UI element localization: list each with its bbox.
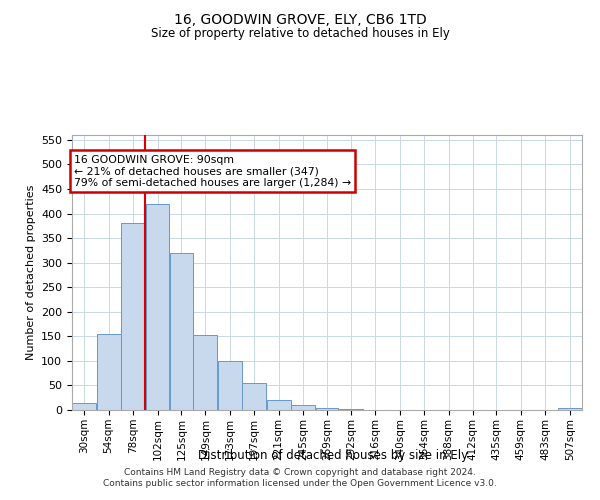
- Text: Contains HM Land Registry data © Crown copyright and database right 2024.
Contai: Contains HM Land Registry data © Crown c…: [103, 468, 497, 487]
- Bar: [121, 224, 145, 410]
- Bar: [339, 409, 363, 410]
- Y-axis label: Number of detached properties: Number of detached properties: [26, 185, 35, 360]
- Text: Distribution of detached houses by size in Ely: Distribution of detached houses by size …: [198, 448, 468, 462]
- Bar: [242, 383, 266, 410]
- Bar: [97, 334, 121, 410]
- Text: 16, GOODWIN GROVE, ELY, CB6 1TD: 16, GOODWIN GROVE, ELY, CB6 1TD: [173, 12, 427, 26]
- Text: 16 GOODWIN GROVE: 90sqm
← 21% of detached houses are smaller (347)
79% of semi-d: 16 GOODWIN GROVE: 90sqm ← 21% of detache…: [74, 154, 351, 188]
- Bar: [558, 408, 582, 410]
- Bar: [146, 204, 169, 410]
- Bar: [170, 253, 193, 410]
- Bar: [266, 400, 290, 410]
- Bar: [316, 408, 338, 410]
- Bar: [193, 336, 217, 410]
- Text: Size of property relative to detached houses in Ely: Size of property relative to detached ho…: [151, 28, 449, 40]
- Bar: [291, 405, 315, 410]
- Bar: [218, 361, 242, 410]
- Bar: [72, 402, 96, 410]
